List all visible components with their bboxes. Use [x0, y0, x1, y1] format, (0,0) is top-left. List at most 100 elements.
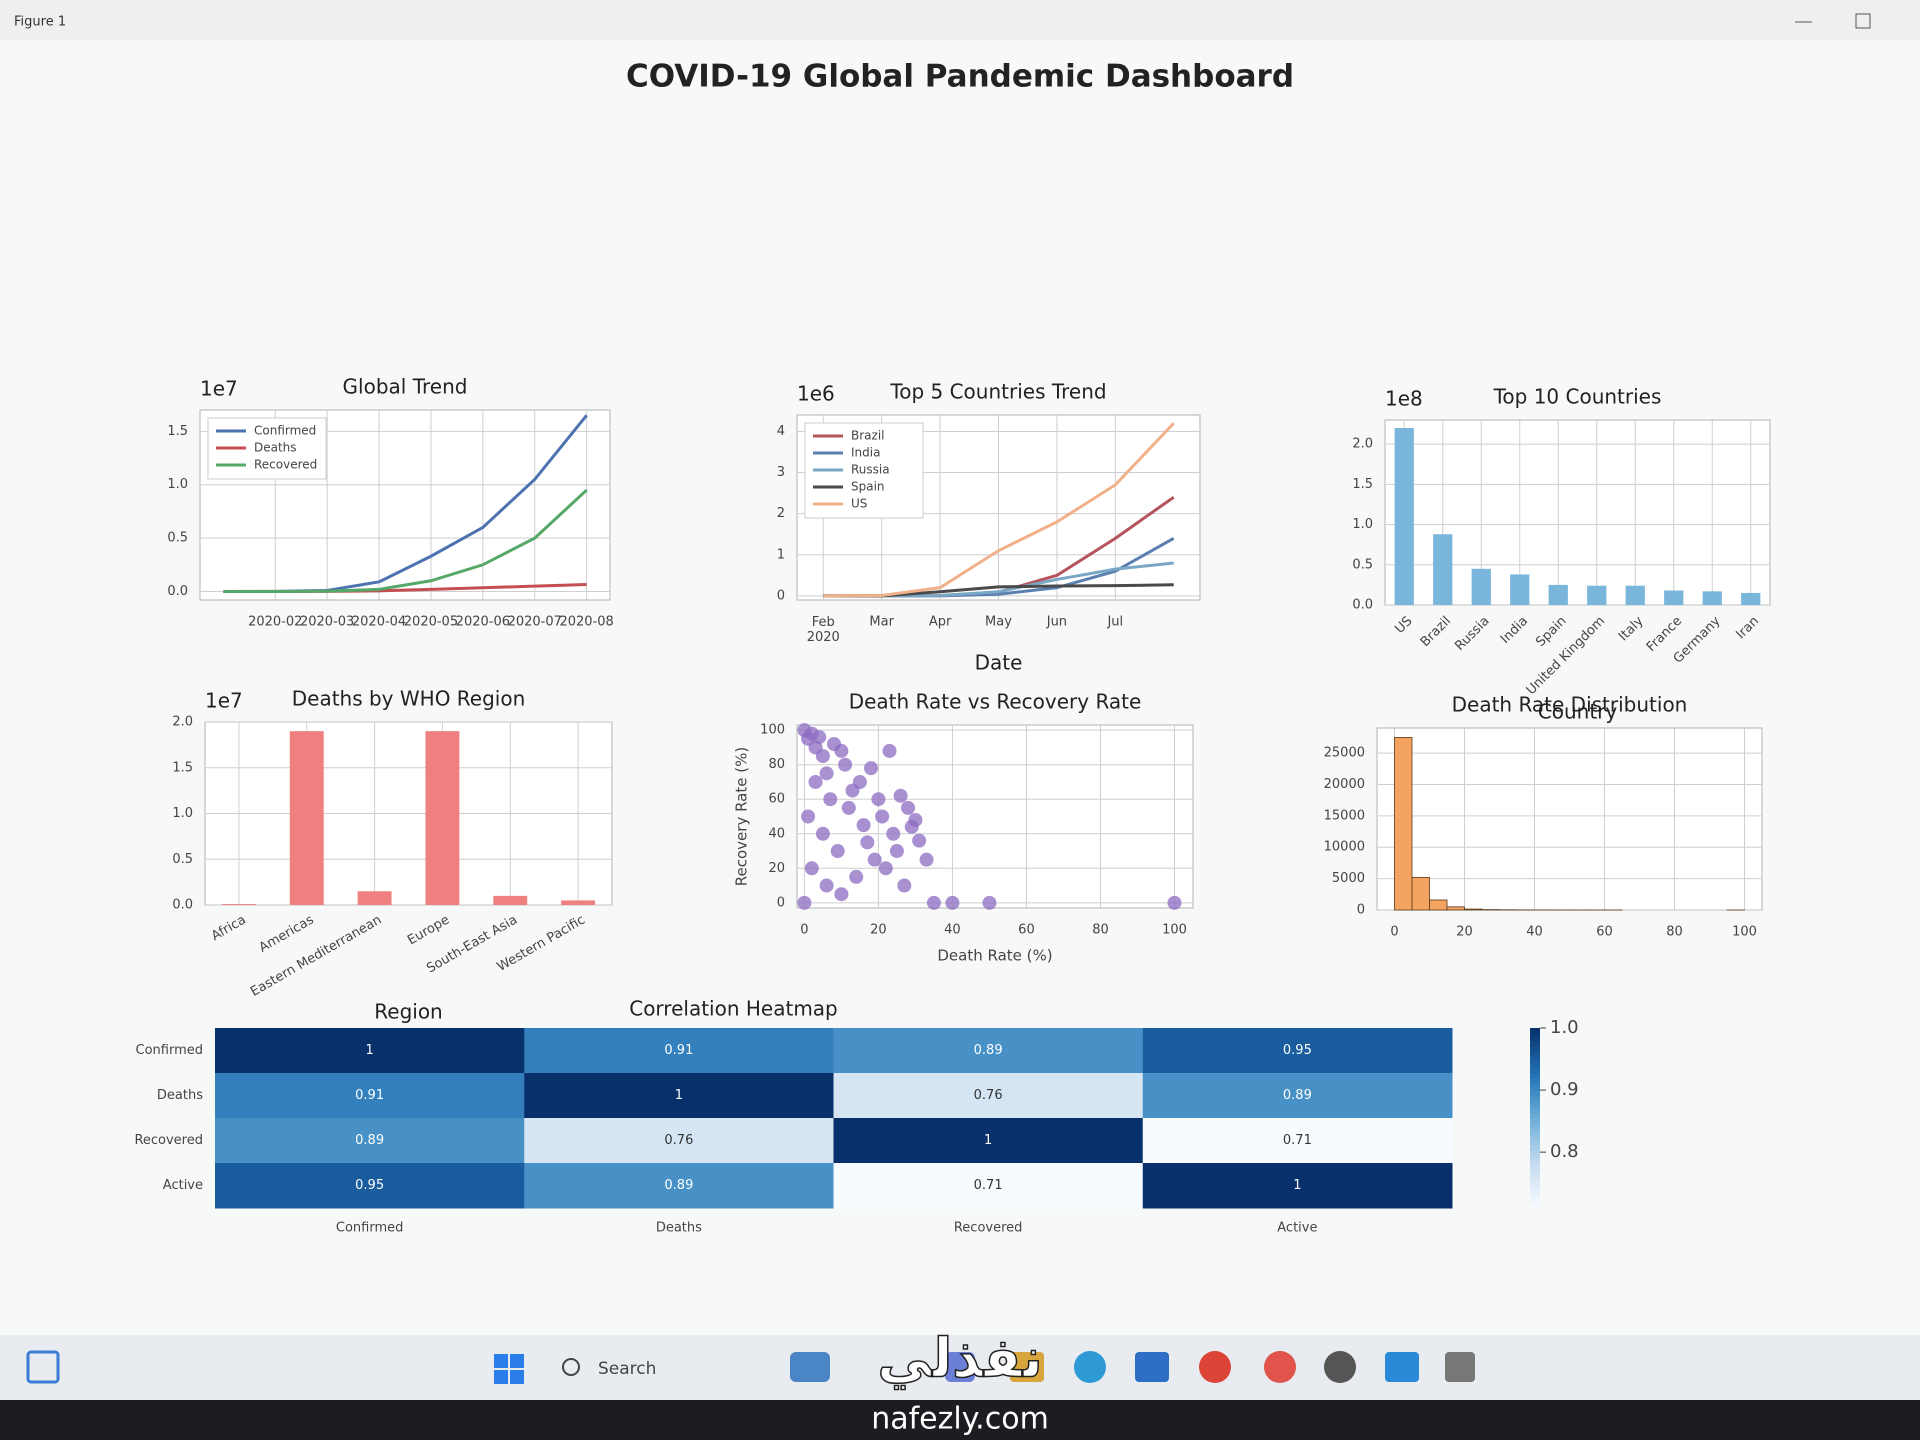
- bar: [1394, 428, 1414, 605]
- heatmap-cell: [524, 1028, 834, 1074]
- window-titlebar: [0, 0, 1920, 40]
- x-tick-label: 20: [1456, 925, 1473, 940]
- x-axis-label: Region: [374, 1000, 442, 1024]
- heatmap-cell: [215, 1028, 525, 1074]
- colorbar-segment: [1530, 1095, 1540, 1101]
- colorbar-segment: [1530, 1109, 1540, 1114]
- colorbar-segment: [1530, 1122, 1540, 1128]
- search-icon[interactable]: [562, 1358, 580, 1376]
- scatter-point: [819, 878, 834, 893]
- y-tick-label: 4: [777, 424, 785, 439]
- scatter-point: [834, 743, 849, 758]
- scatter-point: [893, 788, 908, 803]
- x-tick-label: 2020-04: [352, 615, 406, 630]
- heatmap-cell: [833, 1163, 1144, 1209]
- scatter-point: [819, 766, 834, 781]
- scatter-point: [812, 730, 827, 745]
- y-tick-label: 2.0: [1352, 437, 1373, 452]
- scatter-point: [882, 743, 897, 758]
- x-tick-label: 0: [800, 923, 808, 938]
- cell-label: 0.89: [974, 1043, 1003, 1058]
- colorbar-segment: [1530, 1046, 1540, 1051]
- series-line: [223, 488, 588, 593]
- scatter-point: [945, 895, 960, 910]
- start-button[interactable]: [494, 1354, 524, 1384]
- x-tick-label: Recovered: [954, 1221, 1023, 1236]
- scatter-point: [815, 826, 830, 841]
- heatmap-cell: [1142, 1028, 1453, 1074]
- scatter-point: [926, 895, 941, 910]
- taskbar-apps[interactable]: [790, 1351, 1475, 1383]
- x-tick-label: 40: [1526, 925, 1543, 940]
- legend-label: India: [851, 446, 880, 460]
- y-tick-label: 1.0: [172, 806, 193, 821]
- cell-label: 1: [675, 1088, 683, 1103]
- colorbar-segment: [1530, 1149, 1540, 1155]
- colorbar-segment: [1530, 1082, 1540, 1087]
- scatter-point: [908, 812, 923, 827]
- x-tick-label: Active: [1277, 1221, 1317, 1236]
- bar: [1587, 585, 1607, 605]
- legend-label: Russia: [851, 463, 890, 477]
- colorbar-segment: [1530, 1037, 1540, 1042]
- y-tick-label: 5000: [1332, 871, 1365, 886]
- heatmap-cell: [1142, 1163, 1453, 1209]
- y-tick-label: Deaths: [157, 1088, 203, 1103]
- x-tick-label: Deaths: [656, 1221, 702, 1236]
- heatmap-cell: [833, 1118, 1144, 1164]
- scatter-point: [875, 809, 890, 824]
- y-tick-label: 0: [777, 588, 785, 603]
- legend-label: Spain: [851, 480, 885, 494]
- chart-title: Global Trend: [343, 375, 468, 399]
- bar: [221, 904, 256, 905]
- scatter-point: [871, 792, 886, 807]
- x-tick-label: 20: [870, 923, 887, 938]
- y-tick-label: 1.5: [1352, 477, 1373, 492]
- scatter-point: [838, 757, 853, 772]
- y-tick-label: 1.0: [167, 477, 188, 492]
- chart-title: Deaths by WHO Region: [292, 687, 526, 711]
- colorbar-segment: [1530, 1199, 1540, 1204]
- cell-label: 0.91: [355, 1088, 384, 1103]
- chart-title: Correlation Heatmap: [629, 997, 838, 1021]
- scatter-point: [886, 826, 901, 841]
- bar: [1702, 591, 1722, 605]
- maximize-button[interactable]: [1855, 13, 1871, 29]
- colorbar-tick-label: 0.9: [1550, 1079, 1579, 1100]
- colorbar-segment: [1530, 1050, 1540, 1056]
- x-tick-label: 2020-08: [559, 615, 613, 630]
- legend-label: Deaths: [254, 441, 297, 455]
- y-tick-label: 1: [777, 547, 785, 562]
- series-line: [823, 422, 1175, 598]
- colorbar-segment: [1530, 1131, 1540, 1137]
- search-box[interactable]: Search: [598, 1359, 656, 1379]
- bar: [1548, 584, 1568, 605]
- x-tick-label: 2020-05: [404, 615, 458, 630]
- y-tick-label: Confirmed: [136, 1043, 204, 1058]
- bar: [561, 900, 596, 905]
- y-tick-label: 2.0: [172, 715, 193, 730]
- scatter-point: [808, 774, 823, 789]
- heatmap-cell: [524, 1118, 834, 1164]
- x-tick-label: Jul: [1106, 615, 1123, 630]
- widgets-icon[interactable]: [26, 1350, 60, 1384]
- x-tick-label: 0: [1390, 925, 1398, 940]
- y-tick-label: 1.5: [172, 760, 193, 775]
- cell-label: 0.71: [1283, 1133, 1312, 1148]
- scatter-point: [912, 833, 927, 848]
- scatter-point: [919, 852, 934, 867]
- offset-label: 1e6: [797, 382, 835, 406]
- colorbar-segment: [1530, 1091, 1540, 1096]
- y-tick-label: 0.5: [172, 852, 193, 867]
- y-tick-label: 1.0: [1352, 517, 1373, 532]
- scatter-point: [830, 844, 845, 859]
- colorbar-segment: [1530, 1181, 1540, 1186]
- y-tick-label: 80: [768, 757, 785, 772]
- heatmap-cell: [524, 1163, 834, 1209]
- y-tick-label: 60: [768, 792, 785, 807]
- scatter-point: [901, 800, 916, 815]
- plot-area: [1376, 727, 1763, 911]
- scatter-point: [860, 835, 875, 850]
- scatter-point: [867, 852, 882, 867]
